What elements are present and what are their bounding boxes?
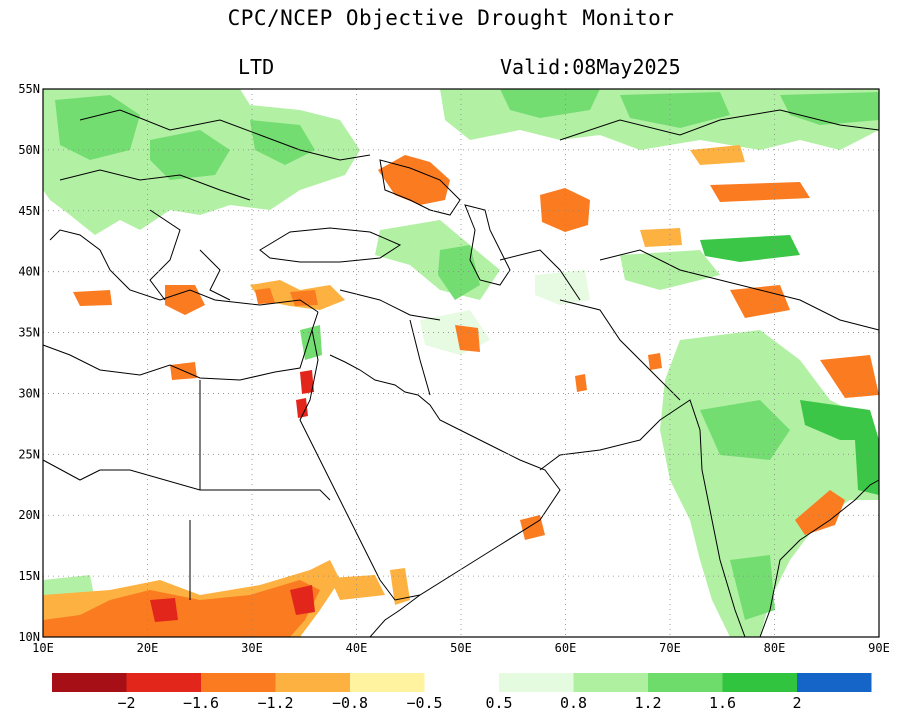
colorbar-swatch-wet xyxy=(499,673,574,692)
x-tick-label: 90E xyxy=(868,641,890,655)
x-tick-label: 20E xyxy=(137,641,159,655)
colorbar-label: −1.2 xyxy=(257,694,293,712)
colorbar-label: 0.5 xyxy=(485,694,512,712)
x-tick-label: 70E xyxy=(659,641,681,655)
y-tick-label: 40N xyxy=(18,265,40,279)
y-tick-label: 45N xyxy=(18,204,40,218)
x-tick-label: 50E xyxy=(450,641,472,655)
x-axis-ticks: 10E 20E 30E 40E 50E 60E 70E 80E 90E xyxy=(32,641,890,655)
colorbar: −2 −1.6 −1.2 −0.8 −0.5 0.5 0.8 1.2 1.6 2 xyxy=(52,673,872,712)
x-tick-label: 30E xyxy=(241,641,263,655)
x-tick-label: 60E xyxy=(555,641,577,655)
colorbar-label: −1.6 xyxy=(183,694,219,712)
index-label: LTD xyxy=(238,55,275,79)
colorbar-swatch-dry xyxy=(126,673,201,692)
colorbar-swatch-dry xyxy=(201,673,276,692)
colorbar-swatch-wet xyxy=(797,673,872,692)
colorbar-label: 2 xyxy=(792,694,801,712)
x-tick-label: 40E xyxy=(346,641,368,655)
map-title: CPC/NCEP Objective Drought Monitor xyxy=(227,6,675,30)
valid-date: Valid:08May2025 xyxy=(500,55,681,79)
y-tick-label: 25N xyxy=(18,447,40,461)
colorbar-swatch-dry xyxy=(275,673,350,692)
wet-anomaly-layer xyxy=(43,89,879,637)
map-frame xyxy=(42,88,880,638)
colorbar-swatch-dry xyxy=(52,673,127,692)
y-tick-label: 35N xyxy=(18,326,40,340)
y-tick-label: 15N xyxy=(18,569,40,583)
colorbar-swatch-wet xyxy=(722,673,797,692)
y-tick-label: 55N xyxy=(18,82,40,96)
y-tick-label: 30N xyxy=(18,386,40,400)
coastlines xyxy=(42,109,880,638)
colorbar-label: 1.6 xyxy=(709,694,736,712)
colorbar-label: −2 xyxy=(117,694,135,712)
colorbar-label: 0.8 xyxy=(560,694,587,712)
colorbar-swatch-wet xyxy=(648,673,723,692)
y-tick-label: 50N xyxy=(18,143,40,157)
y-axis-ticks: 10N 15N 20N 25N 30N 35N 40N 45N 50N 55N xyxy=(18,82,40,644)
x-tick-label: 10E xyxy=(32,641,54,655)
y-tick-label: 10N xyxy=(18,630,40,644)
colorbar-label: −0.8 xyxy=(332,694,368,712)
x-tick-label: 80E xyxy=(764,641,786,655)
colorbar-swatch-wet xyxy=(573,673,648,692)
colorbar-label: 1.2 xyxy=(634,694,661,712)
colorbar-swatch-dry xyxy=(350,673,425,692)
colorbar-label: −0.5 xyxy=(406,694,442,712)
y-tick-label: 20N xyxy=(18,508,40,522)
